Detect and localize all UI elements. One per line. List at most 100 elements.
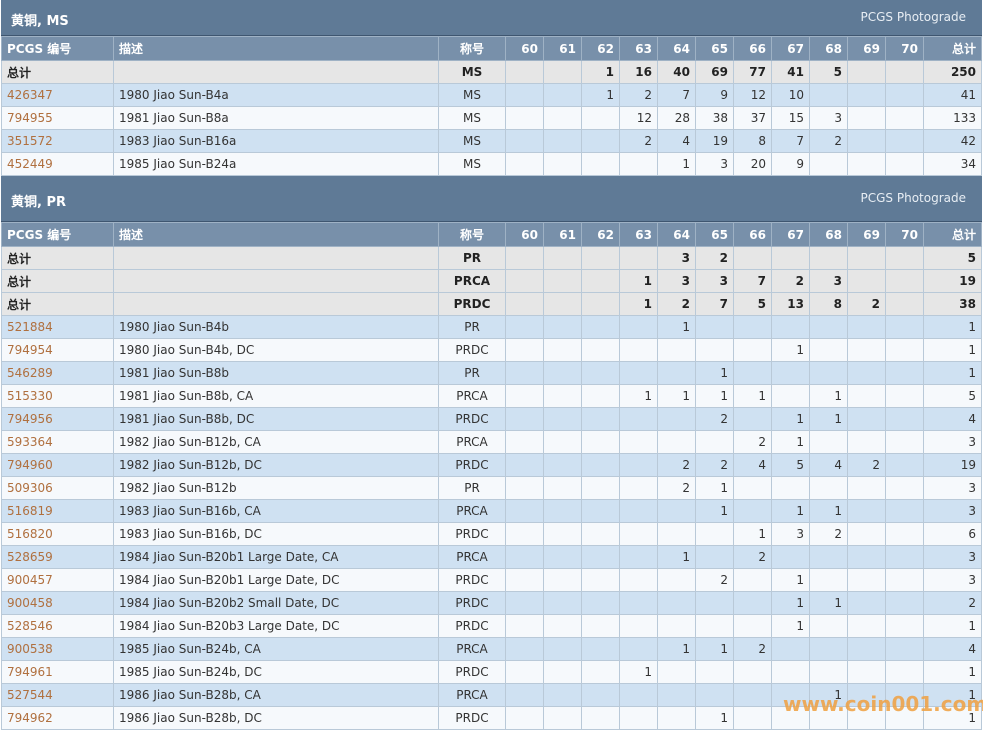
cell: 40 [657,60,696,84]
cell [505,660,544,684]
pcgs-code-link[interactable]: 794954 [7,343,53,357]
cell [885,568,924,592]
cell [885,83,924,107]
table-body: PCGS 编号 描述 称号 60 61 62 63 64 65 66 67 68 69 70 总计 总计 PR 3… [1,222,982,730]
cell: 2 [695,246,734,270]
pcgs-code-link[interactable]: 452449 [7,157,53,171]
cell [733,660,772,684]
pcgs-code-link[interactable]: 900538 [7,642,53,656]
section-title: 黄铜, PR [11,195,67,210]
cell: 1 [771,499,810,523]
cell: 452449 [1,152,114,176]
pcgs-code-link[interactable]: 794956 [7,412,53,426]
cell [543,60,582,84]
pcgs-code-link[interactable]: 515330 [7,389,53,403]
pcgs-code-link[interactable]: 516819 [7,504,53,518]
cell [847,83,886,107]
cell: 794955 [1,106,114,130]
cell [885,453,924,477]
pcgs-code-link[interactable]: 900458 [7,596,53,610]
cell: 1 [923,315,982,339]
cell [619,683,658,707]
pcgs-code-link[interactable]: 351572 [7,134,53,148]
cell: 794961 [1,660,114,684]
grade-table: PCGS 编号 描述 称号 60 61 62 63 64 65 66 67 68 69 70 总计 总计 PR 3… [1,222,982,730]
column-header: 62 [581,222,620,247]
cell: PR [438,476,506,500]
cell [543,591,582,615]
cell: 2 [771,269,810,293]
cell [771,637,810,661]
cell: 2 [847,292,886,316]
pcgs-code-link[interactable]: 516820 [7,527,53,541]
pcgs-code-link[interactable]: 794962 [7,711,53,725]
pcgs-code-link[interactable]: 546289 [7,366,53,380]
cell: 3 [923,499,982,523]
pcgs-code-link[interactable]: 509306 [7,481,53,495]
cell: 1981 Jiao Sun-B8a [113,106,439,130]
cell [505,545,544,569]
pcgs-code-link[interactable]: 593364 [7,435,53,449]
cell [505,152,544,176]
cell: 5 [809,60,848,84]
cell [657,361,696,385]
cell: 546289 [1,361,114,385]
pcgs-code-link[interactable]: 426347 [7,88,53,102]
data-row: 351572 1983 Jiao Sun-B16a MS 2 4 19 8 7 2 42 [1,129,982,153]
cell: 总计 [1,246,114,270]
data-row: 794954 1980 Jiao Sun-B4b, DC PRDC 1 1 [1,338,982,362]
cell [885,660,924,684]
pcgs-code-link[interactable]: 528546 [7,619,53,633]
cell: 2 [619,129,658,153]
cell: 794954 [1,338,114,362]
pcgs-code-link[interactable]: 794955 [7,111,53,125]
data-row: 900457 1984 Jiao Sun-B20b1 Large Date, DC… [1,568,982,592]
cell: 3 [695,152,734,176]
cell [657,683,696,707]
cell: 4 [809,453,848,477]
photograde-link[interactable]: PCGS Photograde [860,191,966,205]
pcgs-code-link[interactable]: 794961 [7,665,53,679]
pcgs-code-link[interactable]: 527544 [7,688,53,702]
column-header: 63 [619,36,658,61]
cell [505,269,544,293]
cell [695,591,734,615]
data-row: 521884 1980 Jiao Sun-B4b PR 1 1 [1,315,982,339]
pcgs-code-link[interactable]: 794960 [7,458,53,472]
column-header: 总计 [923,222,982,247]
cell [619,499,658,523]
cell: PRDC [438,453,506,477]
cell: PRCA [438,637,506,661]
cell: 1 [771,614,810,638]
data-row: 546289 1981 Jiao Sun-B8b PR 1 1 [1,361,982,385]
data-row: 794961 1985 Jiao Sun-B24b, DC PRDC 1 1 [1,660,982,684]
cell: 1981 Jiao Sun-B8b, CA [113,384,439,408]
cell: 1 [923,614,982,638]
cell [581,430,620,454]
pcgs-code-link[interactable]: 900457 [7,573,53,587]
cell [657,591,696,615]
cell: 1984 Jiao Sun-B20b2 Small Date, DC [113,591,439,615]
cell [847,106,886,130]
cell: 3 [923,476,982,500]
pcgs-code-link[interactable]: 521884 [7,320,53,334]
cell: 2 [695,568,734,592]
cell [505,83,544,107]
pcgs-code-link[interactable]: 528659 [7,550,53,564]
cell [733,614,772,638]
cell: 1982 Jiao Sun-B12b, DC [113,453,439,477]
cell: 41 [923,83,982,107]
photograde-link[interactable]: PCGS Photograde [860,10,966,24]
cell [581,706,620,730]
cell [543,83,582,107]
column-header: 61 [543,36,582,61]
cell: 2 [923,591,982,615]
cell [695,614,734,638]
cell: MS [438,129,506,153]
cell [657,568,696,592]
cell: 5 [923,384,982,408]
cell [885,152,924,176]
table-body: PCGS 编号 描述 称号 60 61 62 63 64 65 66 67 68 69 70 总计 总计 MS 1… [1,36,982,176]
